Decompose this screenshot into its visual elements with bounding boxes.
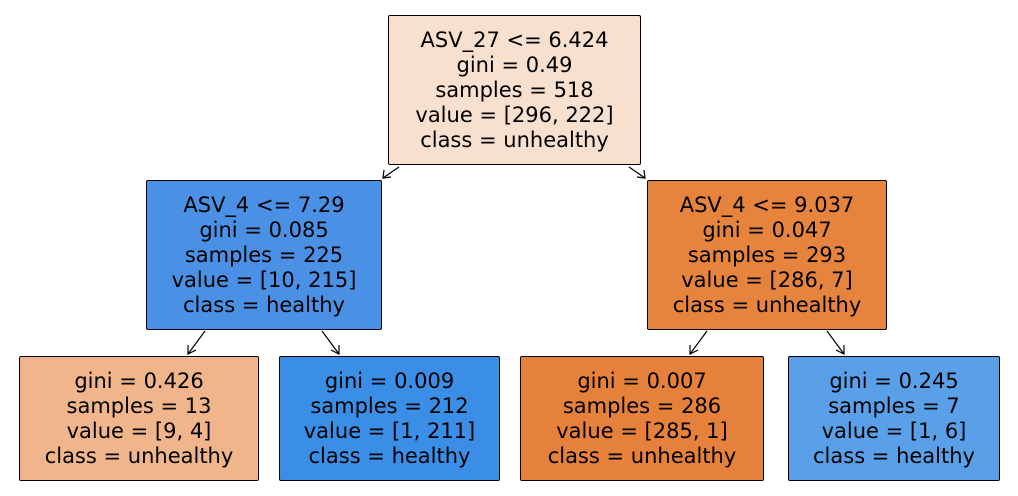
class-label: class = healthy	[183, 292, 345, 317]
arrowhead-icon	[689, 345, 699, 355]
sample-count: samples = 518	[435, 77, 594, 102]
sample-count: samples = 225	[184, 242, 344, 267]
class-values: value = [9, 4]	[66, 418, 212, 443]
sample-count: samples = 293	[687, 242, 847, 267]
class-values: value = [285, 1]	[556, 418, 728, 443]
gini-value: gini = 0.49	[456, 52, 573, 77]
tree-leaf-3: gini = 0.007 samples = 286 value = [285,…	[520, 356, 764, 481]
edge-left-to-leaf-1	[187, 330, 206, 355]
tree-leaf-1: gini = 0.426 samples = 13 value = [9, 4]…	[19, 356, 259, 481]
split-condition: ASV_4 <= 9.037	[679, 192, 855, 217]
gini-value: gini = 0.085	[199, 217, 329, 242]
class-label: class = unhealthy	[420, 127, 609, 152]
tree-leaf-4: gini = 0.245 samples = 7 value = [1, 6] …	[788, 356, 1000, 481]
class-values: value = [286, 7]	[681, 267, 853, 292]
class-values: value = [10, 215]	[171, 267, 357, 292]
gini-value: gini = 0.426	[74, 368, 204, 393]
tree-node-left: ASV_4 <= 7.29 gini = 0.085 samples = 225…	[146, 180, 382, 330]
sample-count: samples = 286	[562, 393, 722, 418]
gini-value: gini = 0.047	[702, 217, 832, 242]
class-values: value = [1, 6]	[821, 418, 967, 443]
class-label: class = unhealthy	[44, 443, 234, 468]
tree-node-right: ASV_4 <= 9.037 gini = 0.047 samples = 29…	[647, 180, 887, 330]
edge-root-to-left	[382, 166, 400, 179]
sample-count: samples = 7	[828, 393, 960, 418]
edge-right-to-leaf-4	[826, 330, 845, 355]
edge-right-to-leaf-3	[689, 330, 708, 355]
class-label: class = healthy	[813, 443, 975, 468]
class-label: class = unhealthy	[672, 292, 862, 317]
gini-value: gini = 0.009	[324, 368, 455, 393]
arrowhead-icon	[187, 345, 197, 355]
class-label: class = healthy	[308, 443, 471, 468]
arrowhead-icon	[382, 169, 392, 179]
sample-count: samples = 13	[66, 393, 212, 418]
tree-leaf-2: gini = 0.009 samples = 212 value = [1, 2…	[279, 356, 500, 481]
edge-root-to-right	[628, 166, 646, 179]
gini-value: gini = 0.245	[829, 368, 959, 393]
class-values: value = [1, 211]	[303, 418, 476, 443]
split-condition: ASV_27 <= 6.424	[420, 27, 609, 52]
gini-value: gini = 0.007	[577, 368, 707, 393]
arrowhead-icon	[835, 345, 845, 355]
class-values: value = [296, 222]	[415, 102, 614, 127]
edge-left-to-leaf-2	[321, 330, 340, 355]
tree-node-root: ASV_27 <= 6.424 gini = 0.49 samples = 51…	[388, 15, 641, 165]
sample-count: samples = 212	[310, 393, 469, 418]
arrowhead-icon	[330, 345, 340, 355]
arrowhead-icon	[636, 169, 646, 179]
split-condition: ASV_4 <= 7.29	[183, 192, 345, 217]
class-label: class = unhealthy	[547, 443, 737, 468]
